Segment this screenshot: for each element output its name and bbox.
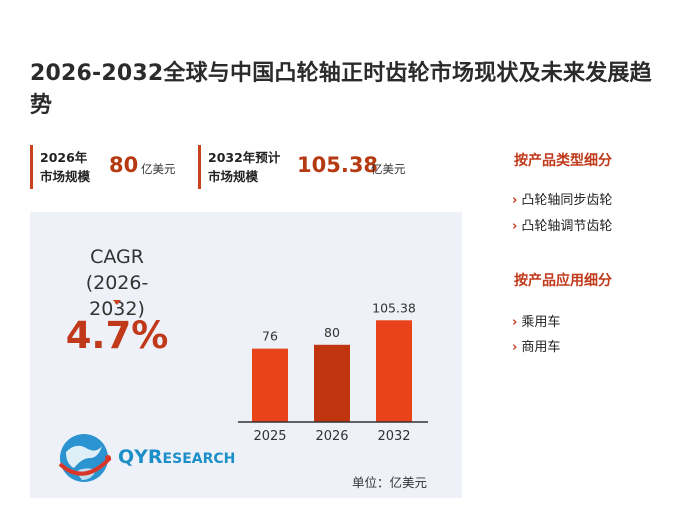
stat-unit: 亿美元: [371, 162, 406, 176]
chevron-right-icon: ›: [512, 193, 518, 208]
data-label: 80: [324, 325, 340, 340]
page-title: 2026-2032全球与中国凸轮轴正时齿轮市场现状及未来发展趋势: [30, 61, 652, 118]
stat-2032-market-size: 2032年预计 市场规模 105.38 亿美元: [198, 145, 421, 189]
sidebar-item-sync-gear[interactable]: › 凸轮轴同步齿轮: [512, 189, 612, 208]
chevron-right-icon: ›: [512, 315, 518, 330]
stat-unit: 亿美元: [141, 162, 176, 176]
chevron-right-icon: ›: [512, 219, 518, 234]
stat-value: 105.38: [297, 153, 379, 177]
x-tick-label: 2026: [315, 429, 348, 444]
sidebar-item-adjust-gear[interactable]: › 凸轮轴调节齿轮: [512, 215, 612, 234]
logo-rest: ESEARCH: [162, 451, 236, 467]
stat-label-line1: 2032年预计: [208, 150, 281, 165]
stat-label-line1: 2026年: [40, 150, 88, 165]
bar-2026: [314, 344, 350, 422]
cagr-label-line2: (2026-2032): [85, 272, 149, 320]
logo-text: QYRESEARCH: [118, 446, 235, 468]
bar-2032: [376, 320, 412, 422]
stat-label: 2026年 市场规模: [40, 148, 90, 186]
sidebar-item-label: 凸轮轴调节齿轮: [521, 219, 613, 234]
cagr-label: CAGR (2026-2032): [62, 244, 172, 322]
bar-2025: [252, 348, 288, 422]
stat-label-line2: 市场规模: [40, 169, 91, 184]
globe-icon: [58, 434, 112, 482]
qyresearch-logo: QYRESEARCH: [56, 428, 235, 488]
stat-2026-market-size: 2026年 市场规模 80 亿美元: [30, 145, 183, 189]
sidebar-item-label: 凸轮轴同步齿轮: [521, 193, 613, 208]
sidebar-heading-product-type: 按产品类型细分: [514, 153, 612, 169]
data-label: 76: [262, 329, 278, 344]
chevron-right-icon: ›: [512, 340, 518, 355]
sidebar-item-label: 乘用车: [521, 315, 561, 330]
sidebar-item-commercial-vehicle[interactable]: › 商用车: [512, 336, 560, 355]
sidebar-item-label: 商用车: [521, 340, 561, 355]
logo-initial: QYR: [118, 446, 163, 468]
stat-label-line2: 市场规模: [208, 169, 259, 184]
data-label: 105.38: [372, 300, 416, 315]
x-tick-label: 2025: [253, 429, 286, 444]
cagr-value: 4.7%: [65, 314, 169, 357]
sidebar-item-passenger-car[interactable]: › 乘用车: [512, 311, 560, 330]
unit-note: 单位：亿美元: [352, 475, 428, 490]
down-triangle-icon: [113, 300, 121, 305]
sidebar-heading-application: 按产品应用细分: [514, 273, 612, 289]
x-tick-label: 2032: [377, 429, 410, 444]
cagr-label-line1: CAGR: [90, 246, 144, 268]
stat-label: 2032年预计 市场规模: [208, 148, 280, 186]
stat-value: 80: [109, 153, 139, 177]
